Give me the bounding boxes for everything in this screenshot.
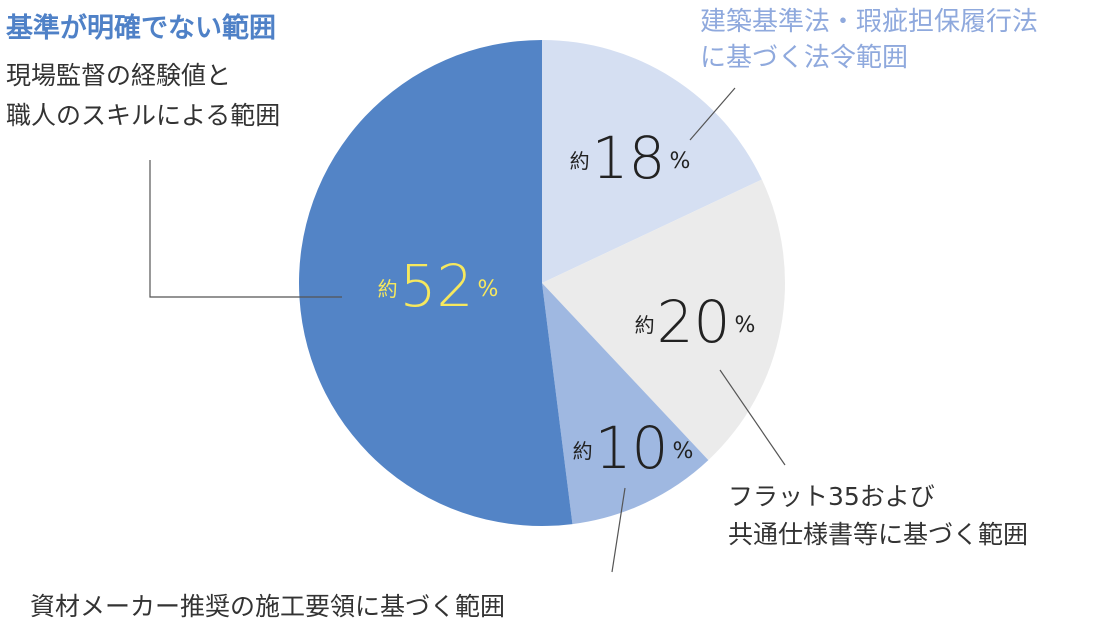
pie (299, 40, 785, 526)
value-prefix: 約 (570, 149, 590, 173)
annotation: 基準が明確でない範囲 (6, 13, 276, 44)
category-label: フラット35および 共通仕様書等に基づく範囲 (728, 482, 1029, 549)
value-label: 約18% (570, 124, 691, 192)
leader-line (719, 369, 786, 466)
value-prefix: 約 (378, 277, 398, 301)
category-label: 建築基準法・瑕疵担保履行法 に基づく法令範囲 (700, 7, 1039, 73)
value-unit: % (734, 313, 755, 338)
value-label: 約20% (635, 288, 756, 356)
value-number: 52 (400, 252, 474, 320)
pie-slice (299, 40, 573, 526)
value-label: 約52% (378, 252, 499, 320)
leader-line (149, 160, 342, 298)
category-label: 資材メーカー推奨の施工要領に基づく範囲 (30, 592, 506, 621)
value-prefix: 約 (635, 313, 655, 337)
value-prefix: 約 (573, 439, 593, 463)
pie-slice (542, 179, 785, 461)
value-unit: % (672, 439, 693, 464)
pie-slice (542, 283, 709, 525)
value-label: 約10% (573, 414, 694, 482)
value-number: 20 (657, 288, 731, 356)
value-number: 10 (595, 414, 669, 482)
leader-line (689, 87, 736, 141)
value-unit: % (477, 277, 498, 302)
category-label: 現場監督の経験値と 職人のスキルによる範囲 (6, 61, 281, 130)
value-unit: % (669, 149, 690, 174)
value-number: 18 (592, 124, 666, 192)
leader-line (611, 487, 626, 573)
pie-slice (542, 40, 762, 283)
leader-lines (149, 87, 786, 573)
